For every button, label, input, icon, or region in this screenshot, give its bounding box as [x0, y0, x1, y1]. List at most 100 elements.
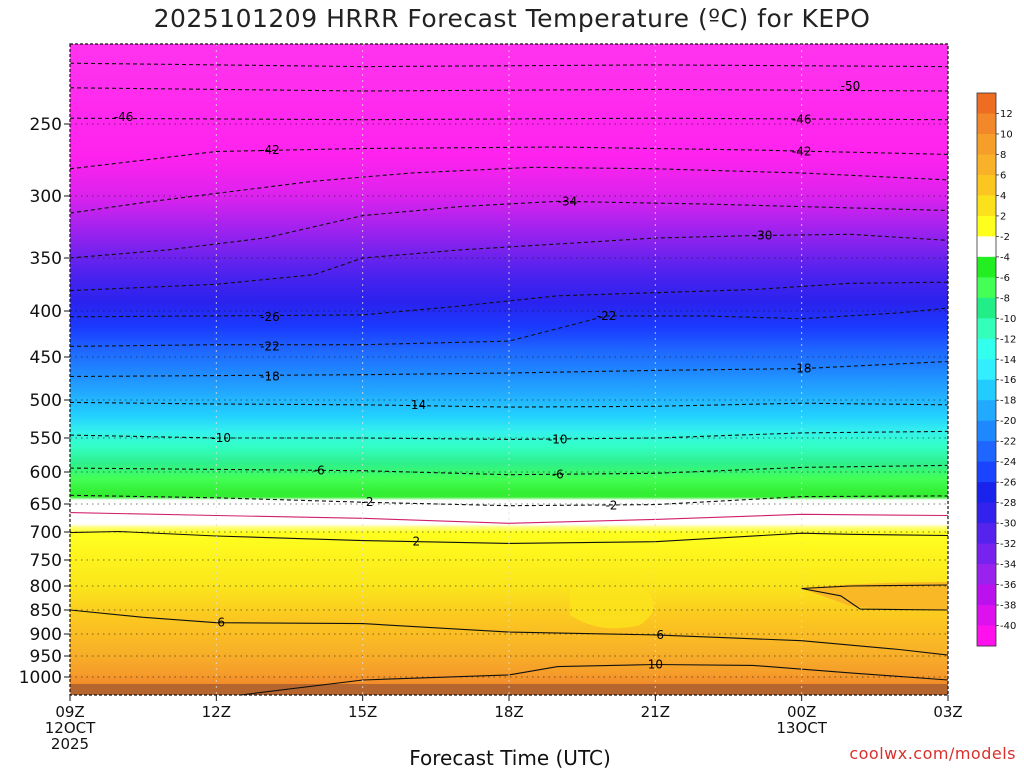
colorbar-label: 2	[1000, 211, 1006, 222]
y-tick-label: 800	[30, 577, 62, 597]
colorbar-frame	[976, 92, 997, 647]
contour-neg6	[69, 464, 949, 476]
colorbar-cell	[977, 502, 996, 524]
contour-label: 10	[648, 658, 663, 672]
y-tick-label: 500	[30, 391, 62, 411]
contour-neg46	[69, 117, 949, 121]
contour-label: -50	[841, 79, 861, 93]
colorbar: 12 10 8 6 4 2 -2 -4 -6 -8 -10 -12 -14 -16 -18 -20 -22 -24…	[976, 92, 1016, 647]
y-tick-label: 1000	[19, 668, 62, 688]
colorbar-label: -40	[1000, 621, 1016, 632]
axes: 250 300 350 400 450 500 550 600 650 700 750 800 850 9…	[19, 43, 963, 753]
ground-band	[70, 684, 948, 695]
contour-label: -6	[313, 464, 325, 478]
y-tick-label: 350	[30, 249, 62, 269]
colorbar-cell	[977, 277, 996, 299]
y-tick-label: 300	[30, 187, 62, 207]
y-tick-label: 700	[30, 523, 62, 543]
colorbar-label: 8	[1000, 150, 1006, 161]
colorbar-label: -26	[1000, 478, 1016, 489]
contour-label: -2	[362, 495, 374, 509]
colorbar-label: -16	[1000, 375, 1016, 386]
contour-label: -22	[260, 339, 280, 353]
colorbar-label: -10	[1000, 314, 1016, 325]
x-tick-label: 12Z	[202, 703, 231, 721]
colorbar-cell	[977, 154, 996, 176]
colorbar-cell	[977, 318, 996, 340]
contour-label: -26	[260, 310, 280, 324]
colorbar-cell	[977, 420, 996, 442]
colorbar-label: 12	[1000, 109, 1013, 120]
colorbar-cell	[977, 236, 996, 258]
colorbar-cell	[977, 359, 996, 381]
contour-labels: -50-46 -46-42 -42-34-30-26-22-22-18-18-14-…	[114, 79, 861, 672]
colorbar-label: -8	[1000, 293, 1010, 304]
colorbar-cell	[977, 256, 996, 278]
contour-label: -2	[605, 499, 617, 513]
x-tick-label: 00Z	[787, 703, 816, 721]
colorbar-cell	[977, 564, 996, 586]
contour-label: -18	[792, 362, 812, 376]
colorbar-cell	[977, 400, 996, 422]
x-tick-label: 09Z	[55, 703, 84, 721]
contour-pos6-pocket	[801, 584, 949, 590]
colorbar-cell	[977, 215, 996, 237]
warm-pocket-00z	[800, 582, 948, 610]
contour-pos6-pocket-lower	[801, 587, 949, 611]
colorbar-label: 10	[1000, 129, 1013, 140]
contour-neg54	[69, 62, 949, 68]
contour-neg26	[69, 281, 949, 318]
colorbar-cell	[977, 523, 996, 545]
colorbar-cell	[977, 584, 996, 606]
contour-label: -22	[597, 309, 617, 323]
y-tick-label: 750	[30, 551, 62, 571]
contour-label: -34	[558, 194, 578, 208]
contour-label: -18	[260, 369, 280, 383]
contour-neg14	[69, 401, 949, 408]
colorbar-cell	[977, 605, 996, 627]
colorbar-cell	[977, 195, 996, 217]
colorbar-cell	[977, 338, 996, 360]
colorbar-cell	[977, 441, 996, 463]
x-tick-label: 21Z	[641, 703, 670, 721]
contour-label: -46	[114, 110, 134, 124]
contour-label: 6	[656, 628, 664, 642]
colorbar-label: -34	[1000, 560, 1016, 571]
colorbar-cell	[977, 113, 996, 135]
colorbar-label: -38	[1000, 601, 1016, 612]
colorbar-cell	[977, 461, 996, 483]
contour-zero	[69, 512, 949, 524]
y-tick-label: 550	[30, 429, 62, 449]
y-tick-label: 850	[30, 601, 62, 621]
colorbar-label: -30	[1000, 519, 1016, 530]
credit-link[interactable]: coolwx.com/models	[849, 744, 1016, 763]
y-tick-label: 950	[30, 647, 62, 667]
contour-label: 6	[217, 616, 225, 630]
contour-label: 2	[413, 535, 421, 549]
contour-neg38	[69, 166, 949, 214]
colorbar-label: -28	[1000, 498, 1016, 509]
contour-label: -10	[548, 432, 568, 446]
chart-title: 2025101209 HRRR Forecast Temperature (ºC…	[153, 4, 871, 33]
colorbar-label: -6	[1000, 273, 1010, 284]
y-tick-label: 450	[30, 348, 62, 368]
colorbar-cell	[977, 482, 996, 504]
y-tick-label: 900	[30, 625, 62, 645]
contour-neg10	[69, 430, 949, 440]
contour-label: -42	[792, 144, 812, 158]
contour-pos10	[240, 663, 949, 696]
colorbar-label: -32	[1000, 539, 1016, 550]
x-tick-label: 03Z	[933, 703, 962, 721]
contour-neg22	[69, 307, 949, 347]
colorbar-label: -18	[1000, 396, 1016, 407]
contour-label: -46	[792, 113, 812, 127]
colorbar-label: -14	[1000, 355, 1016, 366]
x-axis-label: Forecast Time (UTC)	[409, 746, 611, 770]
colorbar-label: -20	[1000, 416, 1016, 427]
y-tick-label: 650	[30, 495, 62, 515]
x-tick-label: 12OCT	[45, 719, 96, 737]
contour-label: -10	[211, 431, 231, 445]
y-tick-label: 600	[30, 463, 62, 483]
colorbar-label: -2	[1000, 232, 1010, 243]
